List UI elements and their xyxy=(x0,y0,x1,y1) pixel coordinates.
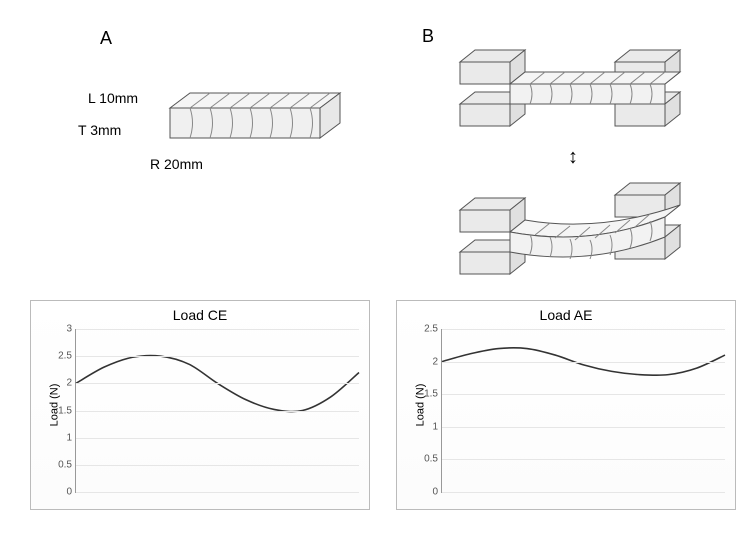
gridline xyxy=(76,356,359,357)
ytick-label: 2.5 xyxy=(424,324,438,335)
ytick-label: 0.5 xyxy=(424,454,438,465)
gridline xyxy=(76,465,359,466)
chart-c-plot: 00.511.522.53 xyxy=(75,329,359,493)
chart-c: Load CE Load (N) 00.511.522.53 xyxy=(30,300,370,510)
gridline xyxy=(442,459,725,460)
gridline xyxy=(442,427,725,428)
dim-l-label: L 10mm xyxy=(88,90,138,106)
ytick-label: 1.5 xyxy=(424,389,438,400)
ytick-label: 2.5 xyxy=(58,351,72,362)
ytick-label: 0 xyxy=(432,487,438,498)
ytick-label: 0 xyxy=(66,487,72,498)
gridline xyxy=(442,492,725,493)
chart-c-title: Load CE xyxy=(31,307,369,323)
sample-top xyxy=(510,72,680,104)
assembly-bottom xyxy=(450,175,700,290)
chart-d-plot: 00.511.522.5 xyxy=(441,329,725,493)
dim-t-label: T 3mm xyxy=(78,122,121,138)
gridline xyxy=(76,411,359,412)
ytick-label: 3 xyxy=(66,324,72,335)
ytick-label: 0.5 xyxy=(58,459,72,470)
gridline xyxy=(442,394,725,395)
gridline xyxy=(76,329,359,330)
gridline xyxy=(76,438,359,439)
assembly-top xyxy=(450,32,700,142)
ytick-label: 1 xyxy=(432,421,438,432)
gridline xyxy=(76,383,359,384)
ytick-label: 2 xyxy=(432,356,438,367)
double-arrow-icon: ↕ xyxy=(568,146,578,169)
gridline xyxy=(442,362,725,363)
chart-d-title: Load AE xyxy=(397,307,735,323)
gridline xyxy=(76,492,359,493)
ytick-label: 1 xyxy=(66,432,72,443)
ytick-label: 2 xyxy=(66,378,72,389)
panel-a-label: A xyxy=(100,28,112,49)
panel-b-label: B xyxy=(422,26,434,47)
gridline xyxy=(442,329,725,330)
block-diagram-a xyxy=(150,88,350,168)
chart-d: Load AE Load (N) 00.511.522.5 xyxy=(396,300,736,510)
chart-d-curve xyxy=(442,329,725,492)
ytick-label: 1.5 xyxy=(58,405,72,416)
block xyxy=(170,93,340,138)
